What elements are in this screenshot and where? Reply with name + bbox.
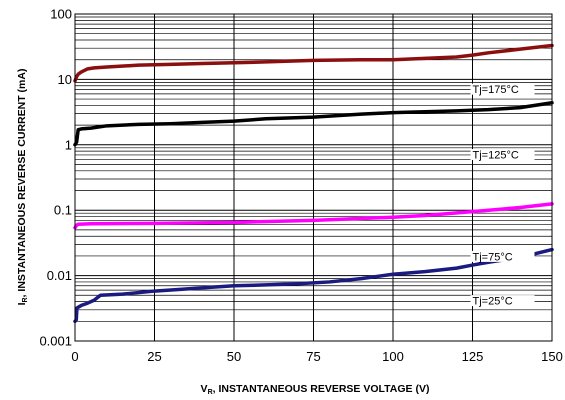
x-tick-labels: 0 25 50 75 100 125 150 — [71, 349, 562, 364]
series-line-2 — [73, 202, 554, 230]
y-axis-label-rest: , INSTANTANEOUS REVERSE CURRENT (mA) — [16, 69, 28, 298]
x-tick-label: 125 — [462, 349, 484, 364]
series-label-bg-2 — [470, 250, 535, 262]
y-tick-label: 10 — [58, 72, 72, 87]
y-tick-label: 0.1 — [54, 203, 72, 218]
x-axis-label-sub: R — [208, 389, 213, 396]
x-tick-label: 50 — [227, 349, 241, 364]
x-axis-label: VR, INSTANTANEOUS REVERSE VOLTAGE (V) — [201, 383, 430, 396]
x-axis-label-main: V — [201, 383, 208, 395]
x-axis-label-rest: , INSTANTANEOUS REVERSE VOLTAGE (V) — [213, 383, 430, 395]
x-tick-label: 75 — [306, 349, 320, 364]
series-label-bg-3 — [470, 295, 535, 307]
y-axis-label-sub: R — [22, 297, 29, 302]
series-label-0: Tj=175°C — [473, 84, 519, 96]
y-tick-labels: 0.001 0.01 0.1 1 10 100 — [39, 7, 72, 349]
series-layer — [73, 43, 554, 324]
series-line-0 — [73, 43, 554, 83]
series-label-bg-0 — [470, 83, 535, 95]
x-tick-label: 150 — [541, 349, 563, 364]
series-label-layer: Tj=175°C Tj=125°C Tj=75°C Tj=25°C — [470, 83, 535, 308]
series-label-2: Tj=75°C — [473, 251, 513, 263]
y-axis-label: IR, INSTANTANEOUS REVERSE CURRENT (mA) — [16, 69, 29, 306]
x-tick-label: 100 — [382, 349, 404, 364]
series-line-1 — [73, 100, 554, 147]
y-tick-label: 1 — [65, 137, 72, 152]
y-tick-label: 0.01 — [47, 268, 72, 283]
series-line-3 — [73, 247, 554, 324]
series-label-3: Tj=25°C — [473, 296, 513, 308]
x-tick-label: 0 — [71, 349, 78, 364]
y-tick-label: 0.001 — [39, 334, 72, 349]
plot-frame — [74, 13, 553, 342]
series-label-bg-1 — [470, 149, 535, 161]
y-tick-label: 100 — [50, 7, 72, 22]
y-axis-label-main: I — [16, 302, 28, 305]
series-label-1: Tj=125°C — [473, 150, 519, 162]
x-tick-label: 25 — [147, 349, 161, 364]
